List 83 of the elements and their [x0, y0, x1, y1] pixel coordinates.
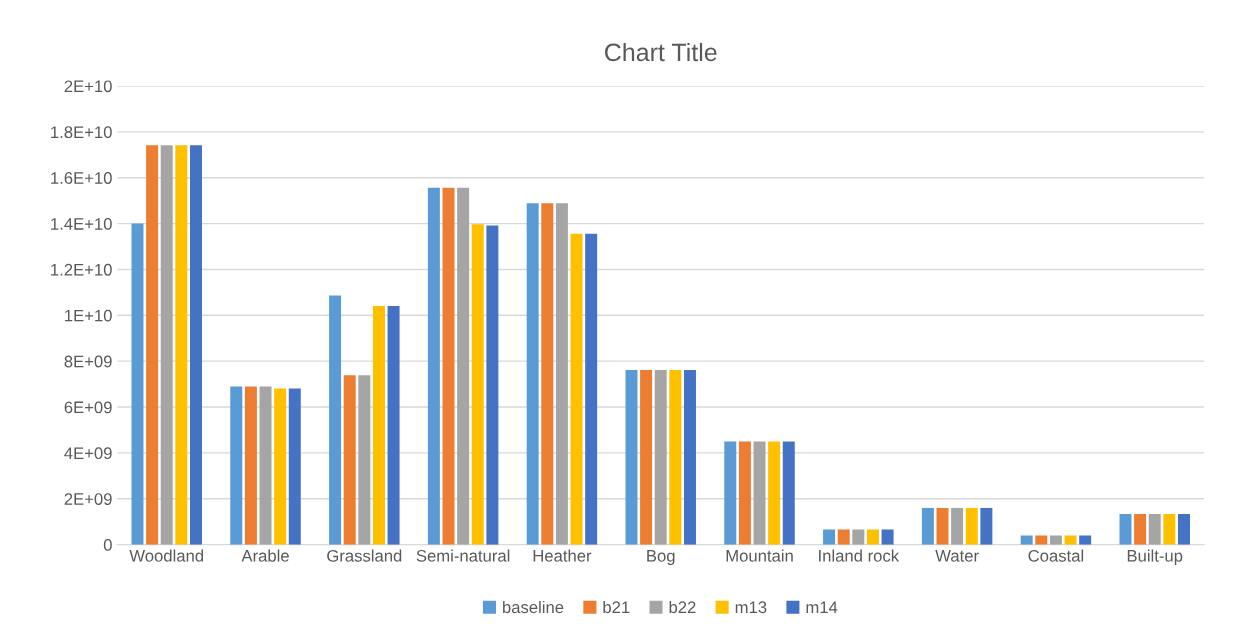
bar	[724, 441, 737, 545]
bar	[921, 507, 934, 545]
x-tick-label: Semi-natural	[416, 549, 510, 562]
bar	[936, 507, 949, 545]
x-tick-label: Water	[935, 550, 979, 562]
bar	[881, 529, 894, 545]
y-tick-label: 8E+09	[64, 355, 112, 368]
x-tick-label: Bog	[647, 550, 675, 566]
bar	[1148, 513, 1161, 545]
bar	[175, 145, 188, 545]
bar	[1079, 535, 1092, 545]
x-tick-label: Grassland	[327, 549, 402, 562]
bar	[570, 233, 583, 545]
bar	[486, 225, 499, 545]
bar	[965, 507, 978, 545]
bar	[951, 507, 964, 545]
bar	[343, 375, 356, 545]
bar	[1020, 535, 1033, 545]
bar	[259, 386, 272, 545]
x-tick-label: Arable	[241, 549, 289, 562]
bar	[585, 233, 598, 545]
bar	[387, 305, 400, 545]
bar	[288, 388, 301, 545]
bar	[526, 203, 539, 545]
bar	[442, 187, 455, 545]
bar	[654, 369, 667, 545]
bar	[189, 145, 202, 545]
bar	[555, 203, 568, 545]
bar	[146, 145, 159, 545]
bar	[131, 223, 144, 545]
x-tick-label: Mountain	[726, 549, 793, 562]
bar	[782, 441, 795, 545]
bar	[1119, 513, 1132, 545]
y-tick-label: 1.2E+10	[51, 263, 112, 276]
y-tick-label: 1.8E+10	[51, 126, 112, 139]
bar	[1049, 535, 1062, 545]
bar	[683, 369, 696, 545]
bar	[427, 187, 440, 545]
x-tick-label: Inland rock	[819, 549, 900, 562]
bar	[823, 529, 836, 545]
bar	[1163, 513, 1176, 545]
bar	[471, 224, 484, 545]
bar	[866, 529, 879, 545]
bar	[980, 507, 993, 545]
chart-title: Chart Title	[605, 42, 717, 62]
y-tick-label: 1.6E+10	[51, 172, 112, 184]
bar	[274, 388, 287, 545]
bar	[1035, 535, 1048, 545]
legend-label: m14	[806, 601, 838, 613]
y-tick-label: 1.4E+10	[51, 217, 112, 230]
bar	[329, 295, 342, 545]
bar	[768, 441, 781, 545]
bar	[1134, 513, 1147, 545]
y-tick-label: 6E+09	[64, 401, 112, 414]
bar	[753, 441, 766, 545]
y-tick-label: 1E+10	[65, 309, 112, 322]
x-tick-label: Heather	[533, 549, 592, 562]
bar	[541, 203, 554, 545]
bar	[1064, 535, 1077, 545]
x-tick-label: Woodland	[129, 549, 204, 562]
y-tick-label: 4E+09	[64, 447, 112, 460]
y-tick-label: 2E+09	[64, 493, 112, 505]
bar	[738, 441, 751, 545]
bar	[852, 529, 865, 545]
bar	[837, 529, 850, 545]
legend-label: m13	[735, 601, 767, 614]
bar	[669, 369, 682, 545]
legend-label: b22	[669, 600, 696, 614]
bar	[640, 369, 653, 545]
legend-label: baseline	[503, 600, 564, 614]
bar	[358, 375, 371, 545]
bar	[160, 145, 173, 545]
legend-label: b21	[603, 600, 630, 614]
bar	[244, 386, 257, 545]
bar	[372, 305, 385, 545]
y-tick-label: 2E+10	[64, 80, 112, 93]
x-tick-label: Coastal	[1028, 549, 1084, 562]
bar	[1177, 513, 1190, 545]
bar	[230, 386, 243, 545]
bar	[625, 369, 638, 545]
y-tick-label: 0	[103, 539, 112, 551]
bar	[457, 187, 470, 545]
x-tick-label: Built-up	[1127, 549, 1183, 566]
